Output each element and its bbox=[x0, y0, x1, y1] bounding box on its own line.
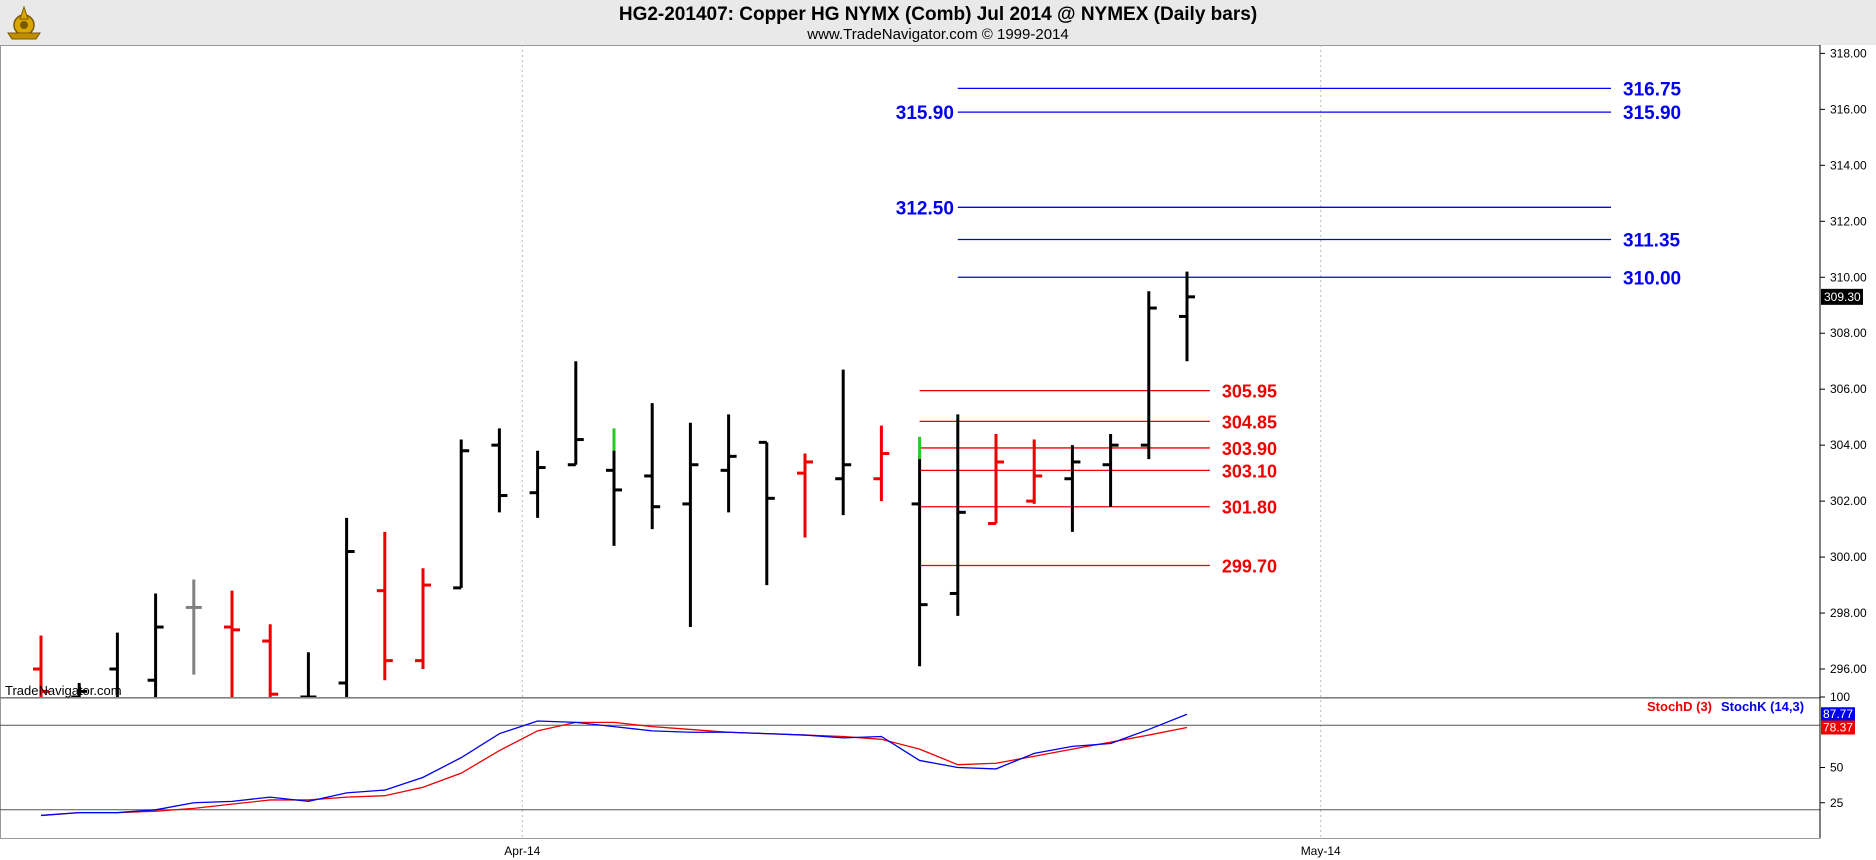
price-level-label: 315.90 bbox=[896, 103, 954, 124]
ohlc-bar bbox=[71, 683, 88, 697]
stoch-d-last-label: 78.37 bbox=[1823, 720, 1853, 734]
stoch-legend-d: StochD (3) bbox=[1647, 699, 1712, 714]
stoch-k-line bbox=[40, 713, 1188, 817]
ohlc-bar bbox=[1179, 271, 1195, 362]
ohlc-bar bbox=[147, 593, 164, 697]
last-price-label: 309.30 bbox=[1824, 290, 1861, 304]
stoch-k-last-tag bbox=[1821, 707, 1855, 722]
ohlc-bar bbox=[797, 453, 813, 538]
stoch-tick-label: 100 bbox=[1830, 690, 1850, 704]
ohlc-bar bbox=[491, 428, 508, 513]
price-level-label: 310.00 bbox=[1623, 268, 1681, 289]
price-panel-border bbox=[0, 45, 1821, 698]
price-tick-label: 302.00 bbox=[1830, 494, 1867, 508]
price-level-label: 311.35 bbox=[1623, 230, 1680, 251]
watermark: TradeNavigator.com bbox=[5, 683, 122, 698]
price-level-label: 312.50 bbox=[896, 198, 954, 219]
price-level-label: 299.70 bbox=[1222, 556, 1277, 576]
price-level-label: 304.85 bbox=[1222, 412, 1277, 432]
last-price-tag bbox=[1821, 288, 1863, 305]
stoch-legend-k: StochK (14,3) bbox=[1721, 699, 1804, 714]
price-tick-label: 306.00 bbox=[1830, 382, 1867, 396]
ohlc-bar bbox=[185, 579, 202, 675]
stoch-d-last-tag bbox=[1821, 720, 1855, 735]
ohlc-bar bbox=[988, 433, 1004, 526]
price-level-label: 305.95 bbox=[1222, 382, 1277, 402]
ohlc-bar bbox=[300, 652, 317, 697]
stoch-panel-border bbox=[0, 697, 1821, 839]
ohlc-bar bbox=[720, 414, 737, 513]
chart-subtitle: www.TradeNavigator.com © 1999-2014 bbox=[807, 26, 1069, 43]
ohlc-bar bbox=[606, 439, 622, 546]
price-level-label: 303.10 bbox=[1222, 461, 1277, 481]
trade-navigator-logo-icon bbox=[7, 5, 41, 40]
price-tick-label: 318.00 bbox=[1830, 46, 1867, 60]
chart-title: HG2-201407: Copper HG NYMX (Comb) Jul 20… bbox=[618, 4, 1258, 25]
ohlc-bar bbox=[758, 440, 775, 586]
stoch-d-line bbox=[40, 721, 1188, 817]
ohlc-bar bbox=[567, 361, 584, 467]
price-tick-label: 304.00 bbox=[1830, 438, 1867, 452]
price-tick-label: 316.00 bbox=[1830, 102, 1867, 116]
price-tick-label: 312.00 bbox=[1830, 214, 1867, 228]
ohlc-bar bbox=[1140, 291, 1157, 460]
ohlc-bar bbox=[1064, 445, 1081, 532]
ohlc-bar bbox=[529, 450, 546, 518]
ohlc-bar bbox=[835, 369, 852, 516]
ohlc-bar bbox=[376, 531, 393, 681]
ohlc-bar bbox=[453, 439, 470, 590]
ohlc-bar bbox=[1026, 439, 1043, 504]
price-level-label: 303.90 bbox=[1222, 439, 1277, 459]
stoch-k-last-label: 87.77 bbox=[1823, 707, 1853, 721]
ohlc-bar bbox=[911, 456, 928, 667]
stoch-tick-label: 25 bbox=[1830, 796, 1844, 810]
ohlc-bar bbox=[873, 425, 890, 502]
price-tick-label: 296.00 bbox=[1830, 662, 1867, 676]
price-tick-label: 310.00 bbox=[1830, 270, 1867, 284]
price-tick-label: 300.00 bbox=[1830, 550, 1867, 564]
ohlc-bar bbox=[415, 568, 431, 670]
date-tick-label: May-14 bbox=[1301, 844, 1341, 858]
ohlc-bar bbox=[949, 414, 966, 616]
ohlc-bar bbox=[338, 517, 355, 697]
date-tick-label: Apr-14 bbox=[504, 844, 540, 858]
price-level-label: 301.80 bbox=[1222, 498, 1277, 518]
price-tick-label: 308.00 bbox=[1830, 326, 1867, 340]
chart-header bbox=[0, 0, 1876, 45]
ohlc-bar bbox=[682, 422, 699, 628]
price-tick-label: 314.00 bbox=[1830, 158, 1867, 172]
ohlc-bar bbox=[224, 590, 240, 697]
ohlc-bar bbox=[644, 403, 661, 530]
price-tick-label: 298.00 bbox=[1830, 606, 1867, 620]
price-level-label: 315.90 bbox=[1623, 103, 1681, 124]
ohlc-bar bbox=[1102, 433, 1119, 507]
ohlc-bar bbox=[262, 624, 279, 697]
stoch-tick-label: 50 bbox=[1830, 761, 1844, 775]
ohlc-bar bbox=[33, 635, 49, 697]
ohlc-bar bbox=[109, 632, 119, 697]
price-level-label: 316.75 bbox=[1623, 79, 1682, 100]
